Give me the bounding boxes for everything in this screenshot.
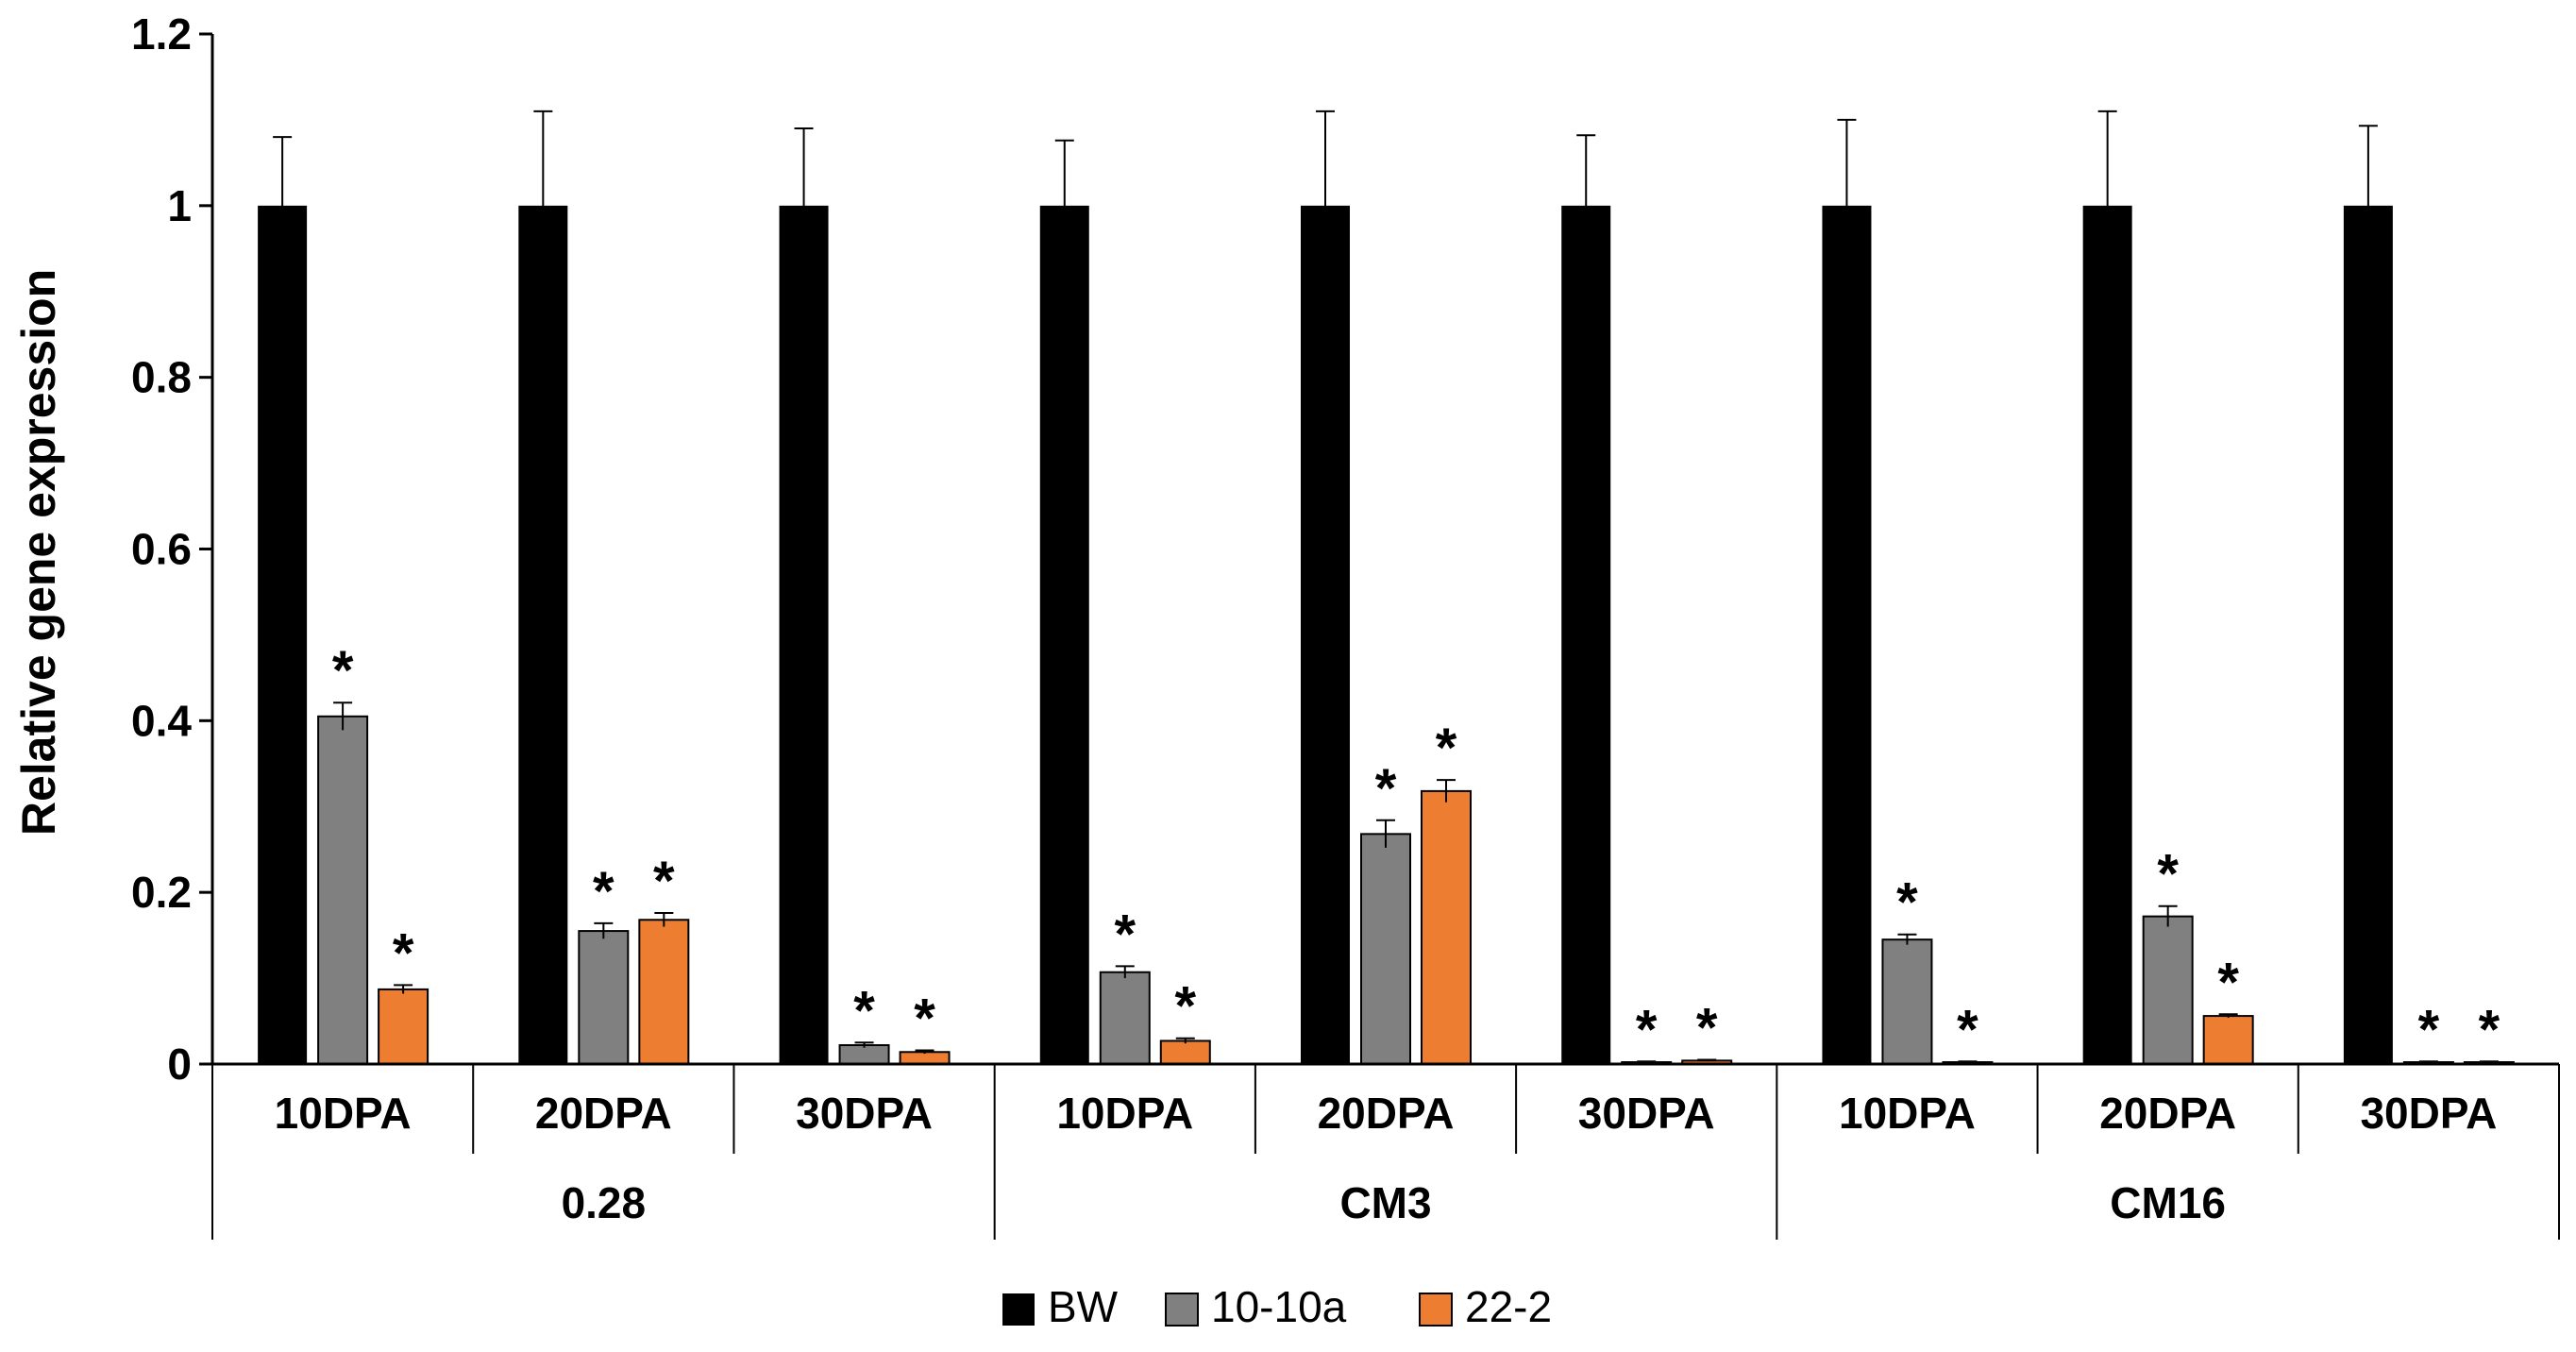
legend-label: 10-10a <box>1211 1282 1347 1331</box>
bar-bw <box>258 205 308 1065</box>
significance-marker: * <box>1436 718 1457 779</box>
group-label: 0.28 <box>562 1178 647 1227</box>
significance-marker: * <box>1114 904 1136 965</box>
significance-marker: * <box>653 851 675 912</box>
bar-10-10a <box>578 930 630 1065</box>
category-label: 30DPA <box>1578 1089 1715 1138</box>
y-tick-label: 0.8 <box>131 353 192 402</box>
category-label: 30DPA <box>2360 1089 2497 1138</box>
bar-bw <box>1822 205 1872 1065</box>
significance-marker: * <box>2157 844 2179 905</box>
legend-swatch-bw <box>1002 1293 1035 1326</box>
significance-marker: * <box>332 640 354 701</box>
bar-bw <box>518 205 568 1065</box>
group-label: CM16 <box>2110 1178 2226 1227</box>
bar-bw <box>1301 205 1350 1065</box>
legend-label: 22-2 <box>1465 1282 1552 1331</box>
bar-10-10a <box>1099 971 1151 1065</box>
bar-10-10a <box>317 715 369 1065</box>
bar-bw <box>1039 205 1089 1065</box>
significance-marker: * <box>914 988 935 1049</box>
significance-marker: * <box>2217 952 2239 1013</box>
bar-bw <box>2082 205 2132 1065</box>
y-tick-label: 0 <box>167 1039 192 1089</box>
category-label: 10DPA <box>1839 1089 1976 1138</box>
category-label: 30DPA <box>796 1089 933 1138</box>
y-tick-label: 0.4 <box>131 696 192 745</box>
legend-swatch-22-2 <box>1419 1293 1453 1327</box>
significance-marker: * <box>393 922 414 984</box>
category-label: 20DPA <box>535 1089 672 1138</box>
bar-10-10a <box>838 1043 890 1065</box>
bar-22-2 <box>378 988 429 1065</box>
significance-marker: * <box>2479 999 2500 1060</box>
significance-marker: * <box>1896 872 1918 934</box>
category-label: 10DPA <box>275 1089 412 1138</box>
significance-marker: * <box>593 861 615 922</box>
bar-22-2 <box>899 1051 951 1065</box>
y-tick-label: 0.6 <box>131 525 192 574</box>
bar-22-2 <box>638 919 690 1066</box>
significance-marker: * <box>1375 758 1397 820</box>
significance-marker: * <box>853 980 875 1041</box>
y-tick-label: 1.2 <box>131 9 192 59</box>
significance-marker: * <box>1636 999 1658 1060</box>
bar-10-10a <box>1360 833 1411 1065</box>
group-label: CM3 <box>1339 1178 1431 1227</box>
significance-marker: * <box>1174 976 1196 1038</box>
bar-bw <box>779 205 829 1065</box>
bar-22-2 <box>2202 1015 2254 1066</box>
legend-label: BW <box>1048 1282 1119 1331</box>
significance-marker: * <box>1696 997 1718 1058</box>
bar-10-10a <box>2142 915 2194 1066</box>
significance-marker: * <box>2418 999 2440 1060</box>
y-tick-label: 1 <box>167 181 192 230</box>
category-label: 10DPA <box>1056 1089 1193 1138</box>
significance-marker: * <box>1957 999 1978 1060</box>
bar-10-10a <box>1881 938 1933 1065</box>
bar-22-2 <box>1159 1039 1211 1066</box>
legend-swatch-10-10a <box>1165 1293 1199 1327</box>
category-label: 20DPA <box>1318 1089 1455 1138</box>
bar-22-2 <box>1421 789 1472 1065</box>
category-label: 20DPA <box>2099 1089 2236 1138</box>
y-axis-title: Relative gene expression <box>12 269 65 836</box>
y-tick-label: 0.2 <box>131 868 192 917</box>
bar-bw <box>2343 205 2393 1065</box>
bar-bw <box>1561 205 1611 1065</box>
